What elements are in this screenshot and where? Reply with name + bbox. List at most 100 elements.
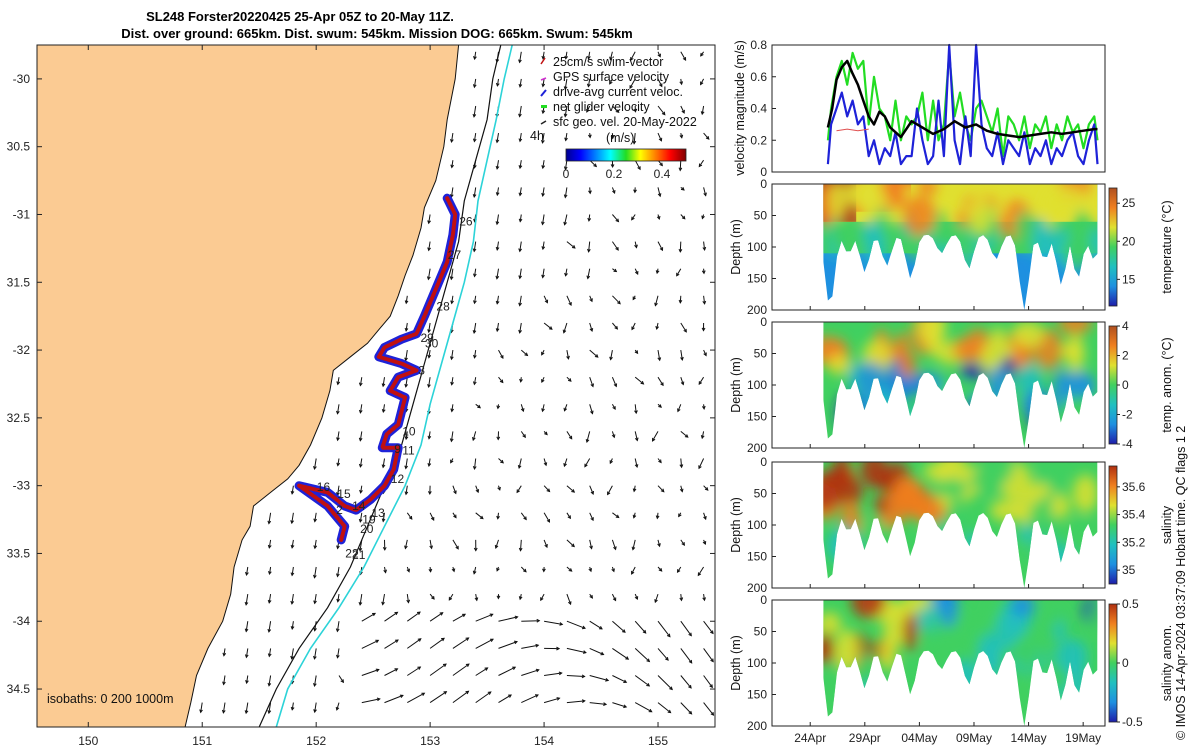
current-arrow [405,350,408,361]
current-arrow [451,133,454,143]
current-arrowhead [381,518,386,523]
current-arrow [382,377,385,387]
section-ylabel: Depth (m) [729,497,743,553]
current-arrowhead [582,650,587,654]
track-day-label: 20 [360,522,374,536]
current-arrowhead [697,572,702,577]
current-arrow [565,51,568,59]
current-arrowhead [587,248,591,253]
current-arrow [521,694,539,704]
velocity-ytick-label: 0.2 [750,133,767,147]
current-arrow [337,377,340,385]
current-arrowhead [474,597,479,602]
current-arrowhead [661,111,666,116]
current-arrowhead [450,408,455,413]
current-arrowhead [681,215,686,220]
map-xtick-label: 151 [192,734,212,748]
current-arrowhead [267,520,272,525]
map-ytick-label: 33.5 [7,546,31,560]
current-arrowhead [290,706,295,711]
current-arrowhead [313,518,318,523]
section-blob [1014,210,1035,252]
current-arrowhead [590,517,594,522]
current-arrow [520,349,528,356]
current-arrow [703,675,713,688]
current-arrowhead [472,138,477,143]
legend-gps-marker [540,77,547,81]
section-xtick-label: 14May [1011,731,1047,745]
current-arrowhead [700,81,704,86]
map-xtick-label: 150 [78,734,98,748]
section-ytick-label: 100 [747,240,767,254]
section-colorbar-tick-label: 35.4 [1122,508,1146,522]
current-arrowhead [684,434,689,438]
current-arrowhead [564,137,568,142]
current-arrow [291,566,294,576]
current-vector-field [199,51,715,716]
current-arrow [634,404,637,414]
current-arrowhead [657,357,662,362]
section-colorbar-tick-label: 0 [1122,378,1129,392]
current-arrowhead [703,516,707,521]
current-arrowhead [568,435,573,440]
current-arrowhead [679,134,684,139]
current-arrowhead [669,686,673,691]
current-arrowhead [584,463,588,468]
section-ytick-label: 150 [747,688,767,702]
current-arrowhead [625,656,630,660]
track-day-label: 28 [436,300,450,314]
current-arrowhead [568,302,572,307]
legend-4h-label: 4h [530,129,544,143]
current-arrowhead [586,83,591,88]
track-day-label: 9 [394,442,401,456]
legend-item-geo: sfc geo. vel. 20-May-2022 [540,115,697,129]
current-arrow [475,691,492,704]
current-arrowhead [406,599,411,604]
current-arrowhead [646,682,651,687]
section-blob [932,478,969,498]
current-arrowhead [546,518,551,523]
section-ytick-label: 100 [747,378,767,392]
current-arrowhead [518,302,522,307]
current-arrowhead [335,628,340,633]
current-arrow [631,322,636,330]
current-arrow [520,566,527,573]
current-arrowhead [615,514,620,519]
current-arrow [587,78,591,87]
current-arrow [698,458,705,469]
current-arrow [429,663,447,676]
current-arrow [382,512,385,522]
current-arrow [245,621,249,632]
current-arrowhead [523,568,527,573]
current-arrowhead [678,248,683,253]
current-arrow [291,485,294,494]
current-arrow [588,241,591,252]
current-arrowhead [290,655,294,660]
current-arrowhead [495,82,500,87]
current-arrowhead [568,568,573,572]
current-arrow [496,160,499,169]
section-ytick-label: 200 [747,441,767,455]
map-ytick-label: -31 [13,207,31,221]
current-arrow [566,647,587,654]
current-arrowhead [683,328,687,333]
current-arrow [429,593,435,600]
current-arrow [521,620,540,622]
current-arrow [566,620,586,629]
current-arrowhead [500,459,504,464]
current-arrowhead [472,570,477,575]
current-arrowhead [473,354,477,359]
current-arrowhead [375,639,380,644]
current-arrow [566,593,572,605]
current-arrowhead [548,326,553,330]
current-arrow [519,268,522,279]
current-arrowhead [654,599,658,604]
section-blob [914,184,938,196]
current-arrowhead [290,600,295,605]
current-arrowhead [490,638,494,642]
current-arrowhead [589,545,593,550]
velocity-series [826,43,1099,166]
current-arrowhead [634,437,639,442]
current-arrowhead [563,463,567,468]
section-blob [1058,322,1092,335]
